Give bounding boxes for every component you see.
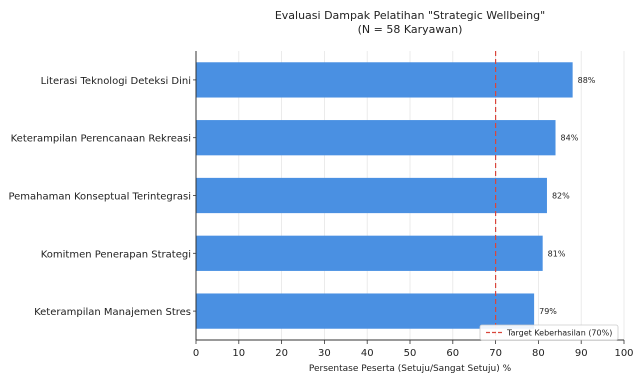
x-tick-label: 20 (275, 348, 288, 359)
data-label: 88% (578, 76, 596, 85)
x-tick-label: 90 (575, 348, 588, 359)
x-tick-label: 100 (614, 348, 633, 359)
category-label: Pemahaman Konseptual Terintegrasi (8, 192, 191, 203)
category-label: Komitmen Penerapan Strategi (41, 249, 191, 260)
data-label: 84% (561, 134, 579, 143)
data-label: 81% (548, 249, 566, 258)
x-tick-label: 80 (532, 348, 545, 359)
chart-title-line-1: Evaluasi Dampak Pelatihan "Strategic Wel… (275, 9, 545, 22)
category-label: Keterampilan Perencanaan Rekreasi (11, 134, 191, 145)
x-tick-label: 40 (361, 348, 374, 359)
data-label: 79% (539, 307, 557, 316)
bar (196, 177, 547, 214)
legend-label: Target Keberhasilan (70%) (506, 329, 612, 338)
x-tick-label: 30 (318, 348, 331, 359)
data-label: 82% (552, 192, 570, 201)
bar (196, 120, 556, 156)
x-tick-label: 70 (489, 348, 502, 359)
bar (196, 62, 573, 98)
chart-title-line-2: (N = 58 Karyawan) (358, 23, 463, 36)
bar (196, 293, 535, 329)
category-label: Keterampilan Manajemen Stres (34, 307, 191, 318)
legend-box (479, 324, 619, 341)
x-tick-label: 0 (193, 348, 199, 359)
x-tick-label: 50 (404, 348, 417, 359)
x-axis-label: Persentase Peserta (Setuju/Sangat Setuju… (309, 364, 512, 374)
x-tick-label: 10 (232, 348, 245, 359)
bar (196, 235, 543, 271)
x-tick-label: 60 (446, 348, 459, 359)
category-label: Literasi Teknologi Deteksi Dini (41, 76, 191, 87)
